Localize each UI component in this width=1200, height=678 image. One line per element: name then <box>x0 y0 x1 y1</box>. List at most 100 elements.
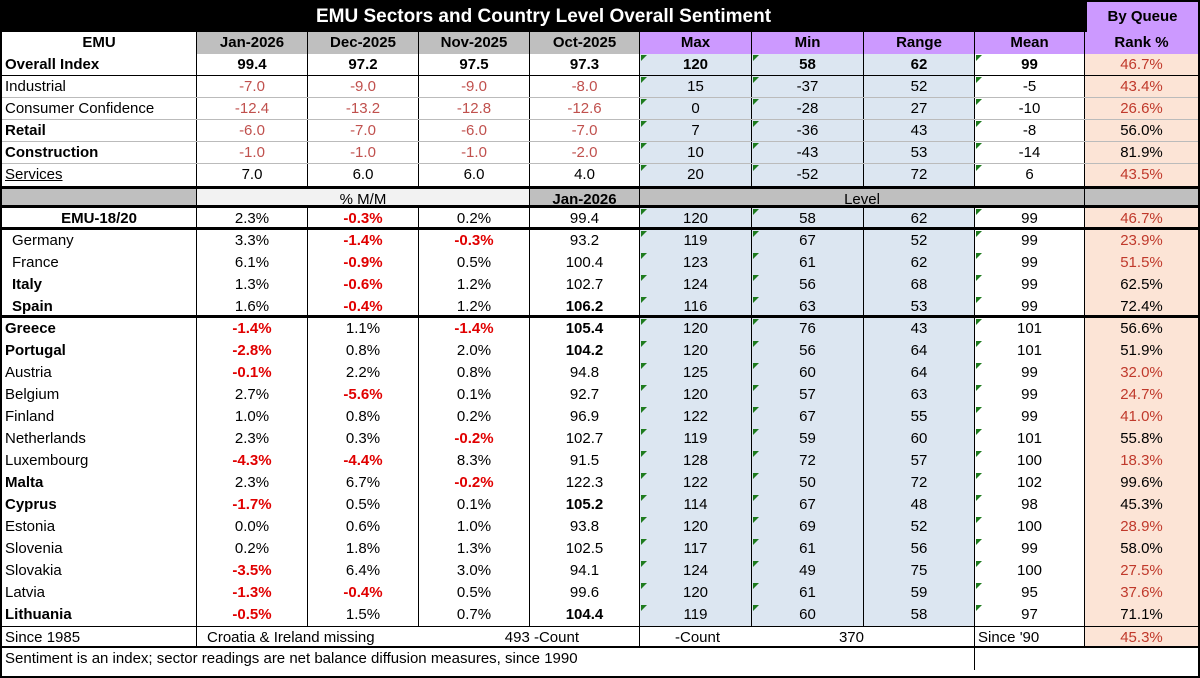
col-2-cell: 2.2% <box>308 362 419 384</box>
row-label: Industrial <box>2 76 197 97</box>
row-label: Spain <box>2 296 197 315</box>
table-title: EMU Sectors and Country Level Overall Se… <box>2 2 1085 32</box>
since-1985: Since 1985 <box>2 627 197 646</box>
max-cell: 128 <box>640 450 752 472</box>
col-1-cell: -0.1% <box>197 362 308 384</box>
header-jan-2026: Jan-2026 <box>197 32 308 54</box>
col-1-cell: -2.8% <box>197 340 308 362</box>
row-label: Slovenia <box>2 538 197 560</box>
max-cell: 120 <box>640 208 752 227</box>
mean-cell: -14 <box>975 142 1085 163</box>
row-label: Belgium <box>2 384 197 406</box>
footer-level-count-cell: -Count 370 <box>640 627 975 646</box>
range-cell: 64 <box>864 340 975 362</box>
min-cell: 60 <box>752 362 864 384</box>
col-1-cell: -1.3% <box>197 582 308 604</box>
col-3-cell: 97.5 <box>419 54 530 75</box>
table-row: Slovenia 0.2% 1.8% 1.3% 102.5 117 61 56 99 58.0% <box>2 538 1198 560</box>
rank-blank <box>1085 189 1198 205</box>
max-cell: 123 <box>640 252 752 274</box>
table-row: Luxembourg -4.3% -4.4% 8.3% 91.5 128 72 57 100 18… <box>2 450 1198 472</box>
mean-cell: 101 <box>975 428 1085 450</box>
max-cell: 120 <box>640 54 752 75</box>
table-row: Greece -1.4% 1.1% -1.4% 105.4 120 76 43 101 56.6% <box>2 318 1198 340</box>
note-blank <box>975 648 1198 670</box>
col-4-cell: 94.1 <box>530 560 640 582</box>
range-cell: 60 <box>864 428 975 450</box>
mean-cell: 95 <box>975 582 1085 604</box>
rank-cell: 56.6% <box>1085 318 1198 340</box>
min-cell: 57 <box>752 384 864 406</box>
col-2-cell: -7.0 <box>308 120 419 141</box>
col-1-cell: 2.7% <box>197 384 308 406</box>
table-row: France 6.1% -0.9% 0.5% 100.4 123 61 62 99 51.5% <box>2 252 1198 274</box>
table-row: Services 7.0 6.0 6.0 4.0 20 -52 72 6 43.5% <box>2 164 1198 186</box>
col-3-cell: 0.1% <box>419 494 530 516</box>
col-3-cell: 0.5% <box>419 252 530 274</box>
col-3-cell: 8.3% <box>419 450 530 472</box>
header-mean: Mean <box>975 32 1085 54</box>
range-cell: 55 <box>864 406 975 428</box>
header-dec-2025: Dec-2025 <box>308 32 419 54</box>
min-cell: 61 <box>752 252 864 274</box>
row-label: Italy <box>2 274 197 296</box>
max-cell: 124 <box>640 560 752 582</box>
col-2-cell: 6.0 <box>308 164 419 186</box>
max-cell: 7 <box>640 120 752 141</box>
col-3-cell: 0.7% <box>419 604 530 626</box>
range-cell: 68 <box>864 274 975 296</box>
col-2-cell: 0.5% <box>308 494 419 516</box>
mean-cell: 100 <box>975 516 1085 538</box>
max-cell: 120 <box>640 582 752 604</box>
range-cell: 64 <box>864 362 975 384</box>
mean-cell: 100 <box>975 560 1085 582</box>
row-label: Services <box>2 164 197 186</box>
col-1-cell: -0.5% <box>197 604 308 626</box>
col-4-cell: 4.0 <box>530 164 640 186</box>
mean-cell: -10 <box>975 98 1085 119</box>
rank-cell: 56.0% <box>1085 120 1198 141</box>
col-4-cell: 105.2 <box>530 494 640 516</box>
col-4-cell: 102.7 <box>530 274 640 296</box>
col-4-cell: 93.8 <box>530 516 640 538</box>
header-oct-2025: Oct-2025 <box>530 32 640 54</box>
col-1-cell: 2.3% <box>197 208 308 227</box>
col-2-cell: -0.4% <box>308 582 419 604</box>
range-cell: 48 <box>864 494 975 516</box>
max-cell: 20 <box>640 164 752 186</box>
range-cell: 27 <box>864 98 975 119</box>
col-2-cell: -1.0 <box>308 142 419 163</box>
range-cell: 72 <box>864 472 975 494</box>
col-1-cell: 0.0% <box>197 516 308 538</box>
by-queue-label: By Queue <box>1085 2 1198 32</box>
row-label: Malta <box>2 472 197 494</box>
row-label: EMU-18/20 <box>2 208 197 227</box>
table-row: Estonia 0.0% 0.6% 1.0% 93.8 120 69 52 100 28.9% <box>2 516 1198 538</box>
row-label: Germany <box>2 230 197 252</box>
col-1-cell: -1.7% <box>197 494 308 516</box>
rank-cell: 43.4% <box>1085 76 1198 97</box>
header-emu: EMU <box>2 32 197 54</box>
rank-cell: 27.5% <box>1085 560 1198 582</box>
max-cell: 120 <box>640 384 752 406</box>
mean-cell: 99 <box>975 252 1085 274</box>
missing-note: Croatia & Ireland missing <box>207 629 375 646</box>
col-3-cell: 1.2% <box>419 274 530 296</box>
min-cell: -28 <box>752 98 864 119</box>
row-label: Portugal <box>2 340 197 362</box>
table-row: Portugal -2.8% 0.8% 2.0% 104.2 120 56 64 101 51.9… <box>2 340 1198 362</box>
section-header-row: % M/M Jan-2026 Level <box>2 186 1198 208</box>
header-nov-2025: Nov-2025 <box>419 32 530 54</box>
col-1-cell: 99.4 <box>197 54 308 75</box>
header-range: Range <box>864 32 975 54</box>
row-label: Lithuania <box>2 604 197 626</box>
col-3-cell: -0.2% <box>419 428 530 450</box>
col-2-cell: -4.4% <box>308 450 419 472</box>
country-rows: EMU-18/20 2.3% -0.3% 0.2% 99.4 120 58 62 99 46.7%… <box>2 208 1198 626</box>
col-1-cell: -12.4 <box>197 98 308 119</box>
table-row: Lithuania -0.5% 1.5% 0.7% 104.4 119 60 58 97 71.1… <box>2 604 1198 626</box>
max-cell: 125 <box>640 362 752 384</box>
row-label: Estonia <box>2 516 197 538</box>
range-cell: 52 <box>864 230 975 252</box>
mean-cell: 6 <box>975 164 1085 186</box>
